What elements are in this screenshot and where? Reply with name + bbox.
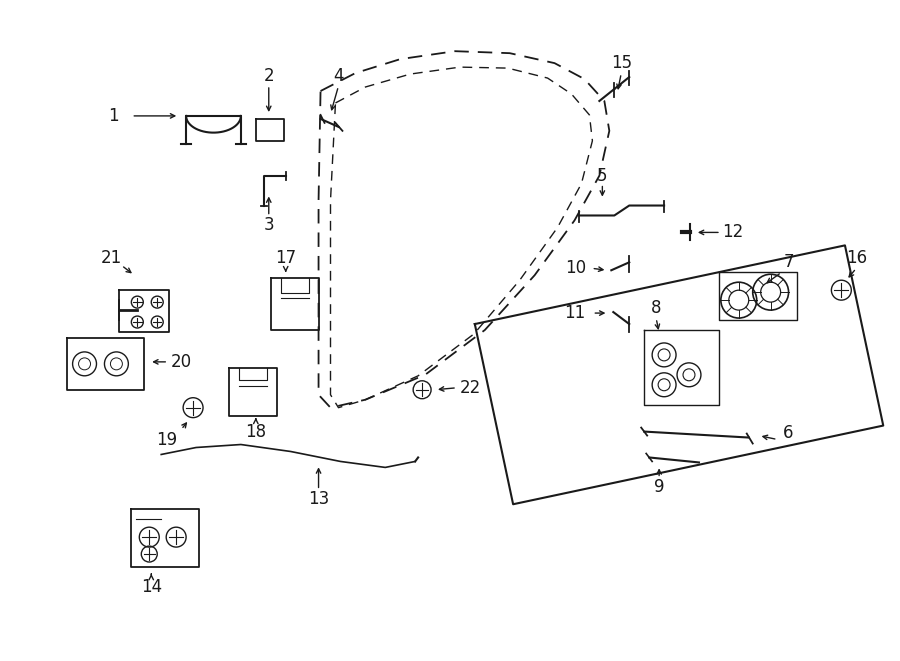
Text: 1: 1: [108, 107, 119, 125]
Text: 18: 18: [246, 422, 266, 441]
Text: 17: 17: [275, 249, 296, 267]
Text: 16: 16: [846, 249, 867, 267]
Text: 15: 15: [611, 54, 632, 72]
Text: 2: 2: [264, 67, 274, 85]
Text: 4: 4: [333, 67, 344, 85]
Text: 12: 12: [722, 223, 743, 241]
Text: 5: 5: [597, 167, 608, 184]
Text: 13: 13: [308, 490, 329, 508]
Text: 10: 10: [565, 259, 586, 277]
Text: 8: 8: [651, 299, 661, 317]
Text: 9: 9: [654, 479, 664, 496]
Text: 3: 3: [264, 216, 274, 235]
Text: 22: 22: [459, 379, 481, 397]
Text: 21: 21: [101, 249, 122, 267]
Text: 19: 19: [156, 430, 176, 449]
Text: 20: 20: [171, 353, 192, 371]
Text: 6: 6: [783, 424, 794, 442]
Text: 7: 7: [783, 253, 794, 271]
Text: 11: 11: [563, 304, 585, 322]
Text: 14: 14: [140, 578, 162, 596]
